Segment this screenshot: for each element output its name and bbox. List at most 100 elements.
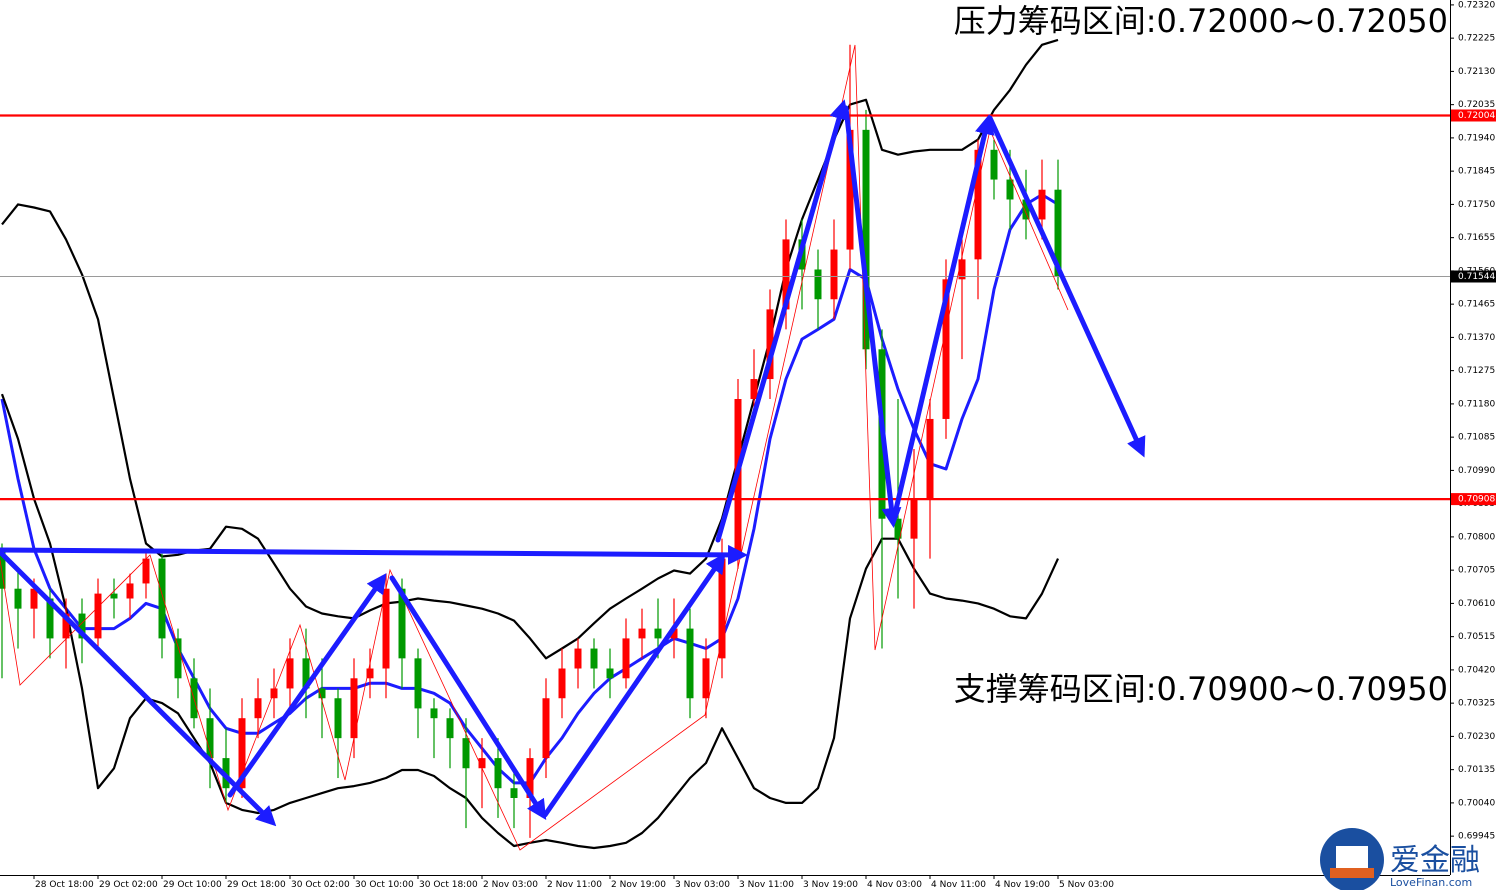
y-tick-label: 0.71465 xyxy=(1458,300,1495,310)
candle-body xyxy=(766,309,774,380)
x-tick-label: 2 Nov 19:00 xyxy=(611,880,666,890)
candle-body xyxy=(1022,199,1030,220)
y-tick-label: 0.70990 xyxy=(1458,466,1495,476)
logo-name: 爱金融 xyxy=(1390,843,1480,878)
y-tick-label: 0.71655 xyxy=(1458,233,1495,243)
candle-body xyxy=(942,279,950,419)
candle-body xyxy=(846,129,854,250)
candle-body xyxy=(750,379,758,399)
annotation: 支撑筹码区间:0.70900~0.70950 xyxy=(954,670,1448,708)
candle-body xyxy=(926,418,934,499)
x-tick-label: 3 Nov 11:00 xyxy=(739,880,794,890)
candle-body xyxy=(590,648,598,669)
band-line xyxy=(1,38,1059,660)
candle-body xyxy=(1054,189,1062,277)
candle-body xyxy=(1006,179,1014,200)
candle-body xyxy=(974,149,982,260)
x-tick-label: 3 Nov 19:00 xyxy=(803,880,858,890)
x-tick-label: 29 Oct 10:00 xyxy=(163,880,222,890)
candle-body xyxy=(910,498,918,539)
logo-site: LoveFinan.com xyxy=(1390,876,1472,889)
candle-body xyxy=(398,588,406,659)
analysis-drawings xyxy=(0,44,1146,851)
candle-body xyxy=(622,638,630,679)
watermark: 爱金融 LoveFinan.com xyxy=(1320,828,1480,890)
y-tick-label: 0.70800 xyxy=(1458,532,1495,542)
candle-body xyxy=(462,738,470,769)
price-label-box xyxy=(1451,270,1496,283)
candle-body xyxy=(350,678,358,739)
candle-body xyxy=(334,698,342,739)
candle-body xyxy=(254,698,262,719)
candle-body xyxy=(94,593,102,639)
candle-body xyxy=(894,518,902,539)
x-tick-label: 30 Oct 18:00 xyxy=(419,880,478,890)
candle-body xyxy=(990,149,998,180)
candle-body xyxy=(830,249,838,300)
y-tick-label: 0.71845 xyxy=(1458,167,1495,177)
y-tick-label: 0.70515 xyxy=(1458,632,1495,642)
candle-body xyxy=(782,239,790,310)
y-tick-label: 0.71180 xyxy=(1458,399,1495,409)
candle-body xyxy=(270,688,278,699)
candle-body xyxy=(158,558,166,639)
candle-body xyxy=(686,628,694,699)
y-tick-label: 0.70420 xyxy=(1458,665,1495,675)
x-tick-label: 30 Oct 02:00 xyxy=(291,880,350,890)
y-tick-label: 0.72130 xyxy=(1458,67,1495,77)
y-tick-label: 0.70135 xyxy=(1458,765,1495,775)
candle-body xyxy=(414,658,422,709)
trend-arrow xyxy=(715,99,849,543)
y-tick-label: 0.70040 xyxy=(1458,798,1495,808)
candle-body xyxy=(238,718,246,789)
y-tick-label: 0.69945 xyxy=(1458,832,1495,842)
trend-arrow xyxy=(542,553,726,818)
price-label: 0.70908 xyxy=(1458,495,1495,505)
candle-body xyxy=(30,588,38,609)
candle-body xyxy=(542,698,550,759)
y-tick-label: 0.71750 xyxy=(1458,200,1495,210)
candle-body xyxy=(62,613,70,639)
price-label-box xyxy=(1451,109,1496,122)
candle-body xyxy=(142,558,150,584)
candle-body xyxy=(862,129,870,350)
y-axis: 0.72320 0.72225 0.72130 0.72035 0.71940 0.718… xyxy=(1450,0,1495,842)
candle-body xyxy=(174,638,182,679)
candle-body xyxy=(206,718,214,759)
x-axis: 28 Oct 18:00 29 Oct 02:00 29 Oct 10:00 29 O… xyxy=(33,875,1114,890)
candle-body xyxy=(366,668,374,679)
candle-body xyxy=(958,259,966,280)
candle-body xyxy=(702,658,710,699)
candle-body xyxy=(446,718,454,739)
y-tick-label: 0.71085 xyxy=(1458,433,1495,443)
candle-body xyxy=(638,628,646,639)
trend-arrow xyxy=(0,544,748,565)
candle-body xyxy=(126,583,134,599)
candle-body xyxy=(478,758,486,769)
y-tick-label: 0.70610 xyxy=(1458,599,1495,609)
trend-arrow xyxy=(389,575,547,821)
candle-body xyxy=(606,668,614,679)
candle-body xyxy=(510,788,518,798)
candle-body xyxy=(78,613,86,639)
y-tick-label: 0.70230 xyxy=(1458,732,1495,742)
x-tick-label: 3 Nov 03:00 xyxy=(675,880,730,890)
x-tick-label: 2 Nov 03:00 xyxy=(483,880,538,890)
x-tick-label: 5 Nov 03:00 xyxy=(1059,880,1114,890)
y-tick-label: 0.70705 xyxy=(1458,566,1495,576)
candle-body xyxy=(318,688,326,699)
trend-arrow xyxy=(227,573,387,798)
candle-body xyxy=(110,593,118,599)
candle-body xyxy=(526,758,534,798)
y-tick-label: 0.71940 xyxy=(1458,133,1495,143)
candle-body xyxy=(718,558,726,659)
x-tick-label: 4 Nov 19:00 xyxy=(995,880,1050,890)
candle-body xyxy=(286,658,294,689)
candle-body xyxy=(302,658,310,689)
y-tick-label: 0.70325 xyxy=(1458,699,1495,709)
trend-arrow xyxy=(843,105,902,528)
x-tick-label: 28 Oct 18:00 xyxy=(35,880,94,890)
